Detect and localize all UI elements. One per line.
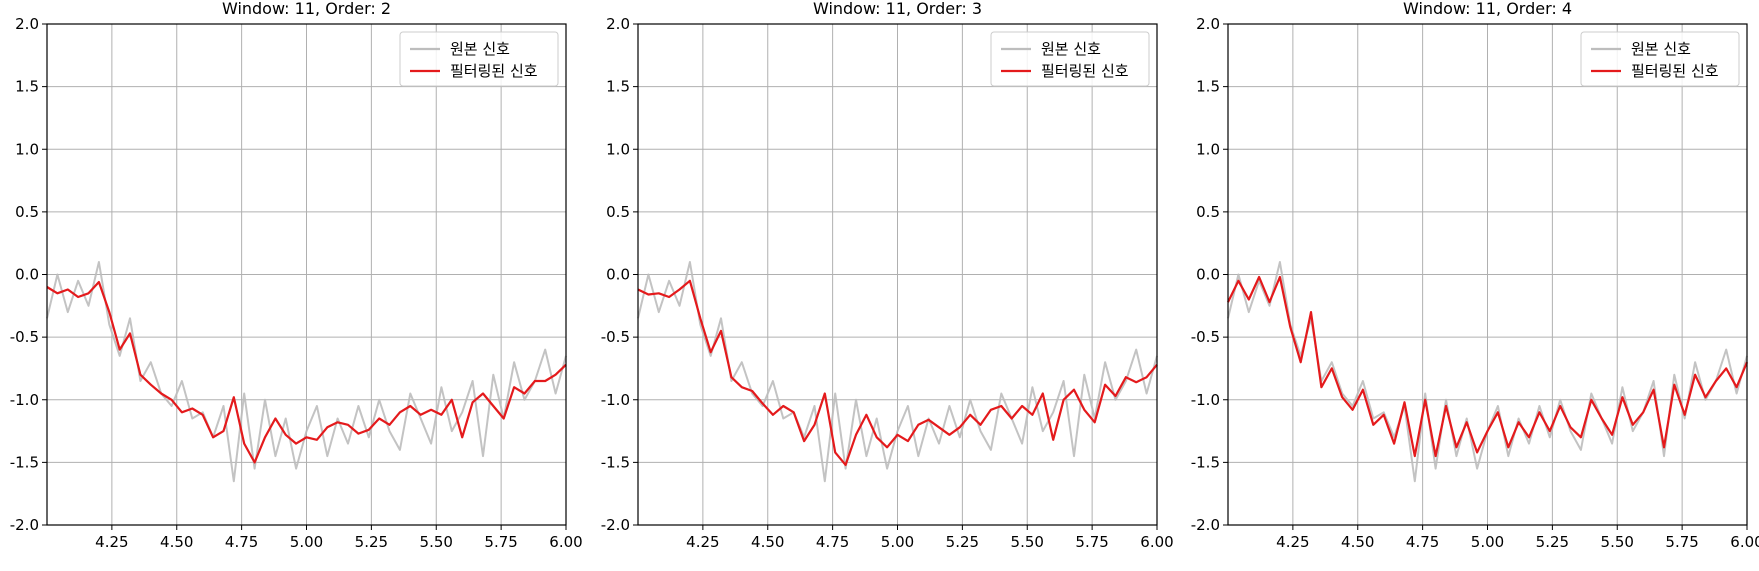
y-tick-label: 0.0 [15,266,39,284]
y-tick-label: 0.5 [1196,203,1220,221]
y-tick-label: 1.0 [606,140,630,158]
x-tick-label: 4.25 [1276,533,1309,551]
y-tick-label: -1.0 [601,391,630,409]
subplot-3: 4.25 4.50 4.75 5.00 5.25 5.50 5.75 6.00 -2.0 -1.5… [1191,0,1759,551]
legend-box [399,31,559,87]
y-tick-label: -2.0 [10,516,39,534]
x-tick-label: 5.00 [881,533,914,551]
legend-box [1580,31,1740,87]
y-tick-label: 1.5 [1196,78,1220,96]
series-line-original [637,261,1158,483]
x-tick-label: 6.00 [1730,533,1759,551]
y-tick-label: -2.0 [1191,516,1220,534]
x-tick-label: 4.50 [751,533,784,551]
y-tick-label: 2.0 [1196,15,1220,33]
subplot-2: 4.25 4.50 4.75 5.00 5.25 5.50 5.75 6.00 -2.0 -1.5… [601,0,1174,551]
x-tick-label: 4.50 [1341,533,1374,551]
x-tick-label: 5.00 [290,533,323,551]
y-tick-label: -2.0 [601,516,630,534]
series-line-filtered [1227,275,1749,458]
y-tick-label: -0.5 [10,328,39,346]
y-tick-label: -1.5 [601,453,630,471]
y-tick-label: -0.5 [601,328,630,346]
x-tick-label: 4.50 [160,533,193,551]
y-tick-label: -1.0 [1191,391,1220,409]
y-tick-label: 2.0 [15,15,39,33]
x-tick-label: 4.25 [95,533,128,551]
y-tick-label: 2.0 [606,15,630,33]
x-tick-label: 5.50 [1011,533,1044,551]
legend-label: 필터링된 신호 [450,62,538,80]
y-tick-label: 0.5 [15,203,39,221]
x-tick-label: 5.25 [946,533,979,551]
x-tick-label: 4.25 [686,533,719,551]
y-tick-label: 1.5 [15,78,39,96]
y-tick-label: -1.5 [10,453,39,471]
y-tick-label: 0.0 [1196,266,1220,284]
x-tick-label: 4.75 [225,533,258,551]
x-tick-label: 6.00 [549,533,582,551]
legend-box [990,31,1150,87]
y-tick-label: -1.5 [1191,453,1220,471]
series-line-original [46,261,567,483]
y-tick-label: 1.0 [15,140,39,158]
x-tick-label: 5.00 [1471,533,1504,551]
x-tick-label: 5.25 [1536,533,1569,551]
y-tick-label: -0.5 [1191,328,1220,346]
y-tick-label: -1.0 [10,391,39,409]
x-tick-label: 5.75 [1665,533,1698,551]
x-tick-label: 5.25 [355,533,388,551]
x-tick-label: 5.75 [484,533,517,551]
legend-label: 필터링된 신호 [1631,62,1719,80]
legend-label: 원본 신호 [1041,40,1101,58]
y-tick-label: 1.5 [606,78,630,96]
subplot-1: 4.25 4.50 4.75 5.00 5.25 5.50 5.75 6.00 -2.0 -1.5… [10,0,583,551]
series-line-filtered [637,279,1158,466]
legend-label: 원본 신호 [1631,40,1691,58]
x-tick-label: 4.75 [1406,533,1439,551]
x-tick-label: 4.75 [816,533,849,551]
y-tick-label: 0.5 [606,203,630,221]
legend-label: 원본 신호 [450,40,510,58]
y-tick-label: 1.0 [1196,140,1220,158]
y-tick-label: 0.0 [606,266,630,284]
series-line-filtered [46,280,567,464]
chart-title: Window: 11, Order: 2 [222,0,391,18]
legend-label: 필터링된 신호 [1041,62,1129,80]
x-tick-label: 5.50 [1601,533,1634,551]
chart-title: Window: 11, Order: 4 [1403,0,1572,18]
x-tick-label: 5.50 [420,533,453,551]
x-tick-label: 5.75 [1075,533,1108,551]
chart-title: Window: 11, Order: 3 [813,0,982,18]
x-tick-label: 6.00 [1140,533,1173,551]
